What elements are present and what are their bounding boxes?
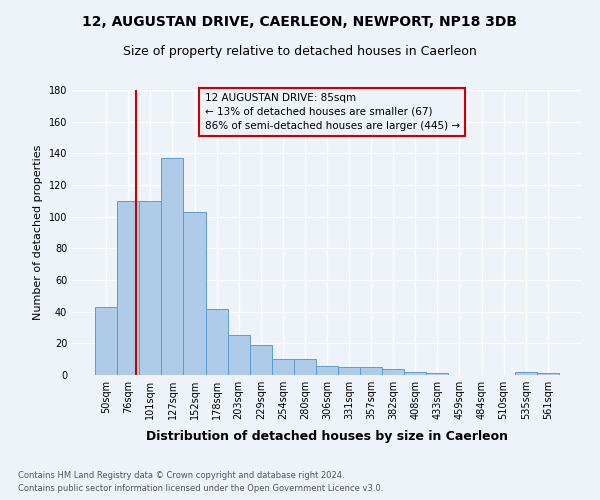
Bar (117, 201, 139, 375)
Text: Contains HM Land Registry data © Crown copyright and database right 2024.: Contains HM Land Registry data © Crown c… (18, 470, 344, 480)
Bar (338, 367, 360, 375)
Bar (95, 307, 117, 375)
Bar (537, 374, 559, 375)
Text: 12, AUGUSTAN DRIVE, CAERLEON, NEWPORT, NP18 3DB: 12, AUGUSTAN DRIVE, CAERLEON, NEWPORT, N… (83, 15, 517, 29)
Bar (139, 201, 161, 375)
Text: 12 AUGUSTAN DRIVE: 85sqm
← 13% of detached houses are smaller (67)
86% of semi-d: 12 AUGUSTAN DRIVE: 85sqm ← 13% of detach… (205, 93, 460, 131)
Bar (206, 308, 227, 375)
Bar (250, 345, 272, 375)
Bar (227, 336, 250, 375)
Bar (515, 372, 537, 375)
Bar (316, 366, 338, 375)
Bar (360, 367, 382, 375)
Text: Contains public sector information licensed under the Open Government Licence v3: Contains public sector information licen… (18, 484, 383, 493)
Bar (272, 359, 294, 375)
Bar (161, 158, 184, 375)
X-axis label: Distribution of detached houses by size in Caerleon: Distribution of detached houses by size … (146, 430, 508, 444)
Text: Size of property relative to detached houses in Caerleon: Size of property relative to detached ho… (123, 45, 477, 58)
Bar (184, 212, 206, 375)
Bar (404, 372, 427, 375)
Bar (294, 359, 316, 375)
Bar (382, 368, 404, 375)
Y-axis label: Number of detached properties: Number of detached properties (33, 145, 43, 320)
Bar (427, 374, 448, 375)
